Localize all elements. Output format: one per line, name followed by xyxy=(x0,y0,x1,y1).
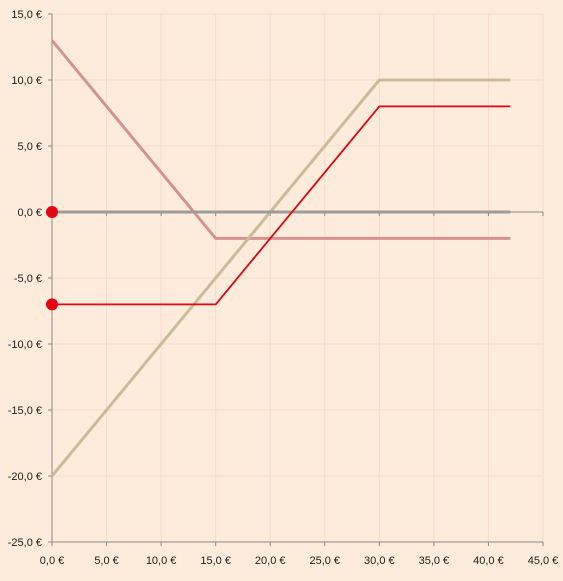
y-tick-label: -25,0 € xyxy=(8,537,42,549)
series-line-4 xyxy=(52,105,511,306)
x-tick-label: 0,0 € xyxy=(40,555,64,567)
tick-labels: 15,0 € 10,0 € 5,0 € 0,0 € -5,0 € -10,0 € -15,0… xyxy=(8,9,559,567)
x-tick-label: 30,0 € xyxy=(364,555,395,567)
x-tick-label: 25,0 € xyxy=(309,555,340,567)
y-tick-label: 0,0 € xyxy=(18,207,42,219)
x-tick-label: 10,0 € xyxy=(146,555,177,567)
y-tick-label: -15,0 € xyxy=(8,405,42,417)
series-line-2 xyxy=(50,78,511,477)
x-tick-label: 20,0 € xyxy=(255,555,286,567)
x-tick-label: 45,0 € xyxy=(528,555,559,567)
y-tick-label: 10,0 € xyxy=(11,75,42,87)
x-tick-label: 15,0 € xyxy=(200,555,231,567)
data-point-marker-1 xyxy=(46,206,58,218)
y-tick-label: -5,0 € xyxy=(14,273,42,285)
markers xyxy=(46,206,58,311)
x-tick-label: 40,0 € xyxy=(473,555,504,567)
grid-lines xyxy=(52,13,544,543)
x-tick-label: 5,0 € xyxy=(94,555,118,567)
y-tick-label: 5,0 € xyxy=(18,141,42,153)
axes xyxy=(48,13,544,546)
data-point-marker-2 xyxy=(46,298,58,311)
series-line-1 xyxy=(50,39,511,240)
series-lines xyxy=(50,39,511,477)
y-tick-label: 15,0 € xyxy=(11,9,42,21)
y-tick-label: -20,0 € xyxy=(8,471,42,483)
y-tick-label: -10,0 € xyxy=(8,339,42,351)
x-tick-label: 35,0 € xyxy=(419,555,450,567)
